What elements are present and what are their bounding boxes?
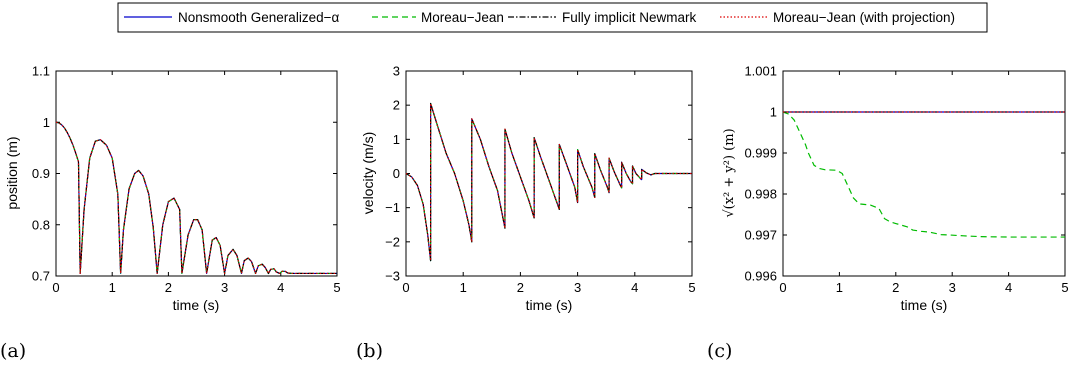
legend-label-2: Moreau−Jean — [421, 10, 504, 25]
y-tick-label: 0.998 — [744, 187, 777, 202]
x-tick-label: 1 — [836, 280, 843, 295]
xlabel-c: time (s) — [901, 297, 948, 313]
ylabel-a: position (m) — [4, 136, 20, 209]
x-tick-label: 4 — [631, 280, 638, 295]
x-tick-label: 5 — [1061, 280, 1068, 295]
x-tick-label: 3 — [574, 280, 581, 295]
xlabel-b: time (s) — [526, 297, 573, 313]
y-tick-label: 0.999 — [744, 146, 777, 161]
panel-label-b: (b) — [356, 340, 383, 362]
x-tick-label: 3 — [949, 280, 956, 295]
panel-b: 0 1 2 3 4 5 −3 −2 −1 0 1 2 3 time (s) velocity (m/s)… — [356, 64, 696, 363]
plot-area-c — [783, 71, 1065, 276]
y-tick-label: −1 — [385, 200, 400, 215]
x-tick-label: 0 — [779, 280, 786, 295]
legend: Nonsmooth Generalized−α Moreau−Jean Full… — [118, 3, 987, 32]
legend-label-4: Moreau−Jean (with projection) — [773, 10, 955, 25]
xlabel-a: time (s) — [173, 297, 220, 313]
y-tick-label: 1 — [393, 132, 400, 147]
y-tick-label: 0.996 — [744, 269, 777, 284]
y-tick-label: 0 — [393, 166, 400, 181]
y-tick-label: −3 — [385, 269, 400, 284]
ylabel-c: √(x² + y²) (m) — [722, 128, 737, 217]
legend-label-1: Nonsmooth Generalized−α — [178, 10, 339, 25]
panel-label-c: (c) — [707, 340, 732, 362]
y-tick-label: 0.9 — [32, 166, 50, 181]
y-tick-label: 2 — [393, 98, 400, 113]
ylabel-b: velocity (m/s) — [360, 132, 376, 214]
y-tick-label: 1 — [43, 115, 50, 130]
x-tick-label: 2 — [165, 280, 172, 295]
x-tick-label: 4 — [277, 280, 284, 295]
x-tick-label: 0 — [52, 280, 59, 295]
x-tick-label: 2 — [892, 280, 899, 295]
panel-c: 0 1 2 3 4 5 0.996 0.997 0.998 0.999 1 1.001 time (s… — [707, 64, 1069, 363]
x-tick-label: 5 — [688, 280, 695, 295]
legend-label-3: Fully implicit Newmark — [562, 10, 697, 25]
x-tick-label: 4 — [1005, 280, 1012, 295]
y-tick-label: 0.997 — [744, 228, 777, 243]
y-tick-label: 0.8 — [32, 217, 50, 232]
plot-area-a — [56, 71, 337, 276]
x-tick-label: 1 — [460, 280, 467, 295]
y-tick-label: −2 — [385, 234, 400, 249]
panel-a: 0 1 2 3 4 5 0.7 0.8 0.9 1 1.1 time (s) position (m… — [0, 64, 341, 363]
x-tick-label: 2 — [517, 280, 524, 295]
y-tick-label: 3 — [393, 64, 400, 79]
x-tick-label: 3 — [221, 280, 228, 295]
y-tick-label: 1.1 — [32, 64, 50, 79]
x-tick-label: 0 — [402, 280, 409, 295]
x-tick-label: 5 — [333, 280, 340, 295]
y-tick-label: 0.7 — [32, 269, 50, 284]
y-tick-label: 1 — [770, 105, 777, 120]
x-tick-label: 1 — [109, 280, 116, 295]
panel-label-a: (a) — [0, 340, 26, 362]
y-tick-label: 1.001 — [744, 64, 777, 79]
